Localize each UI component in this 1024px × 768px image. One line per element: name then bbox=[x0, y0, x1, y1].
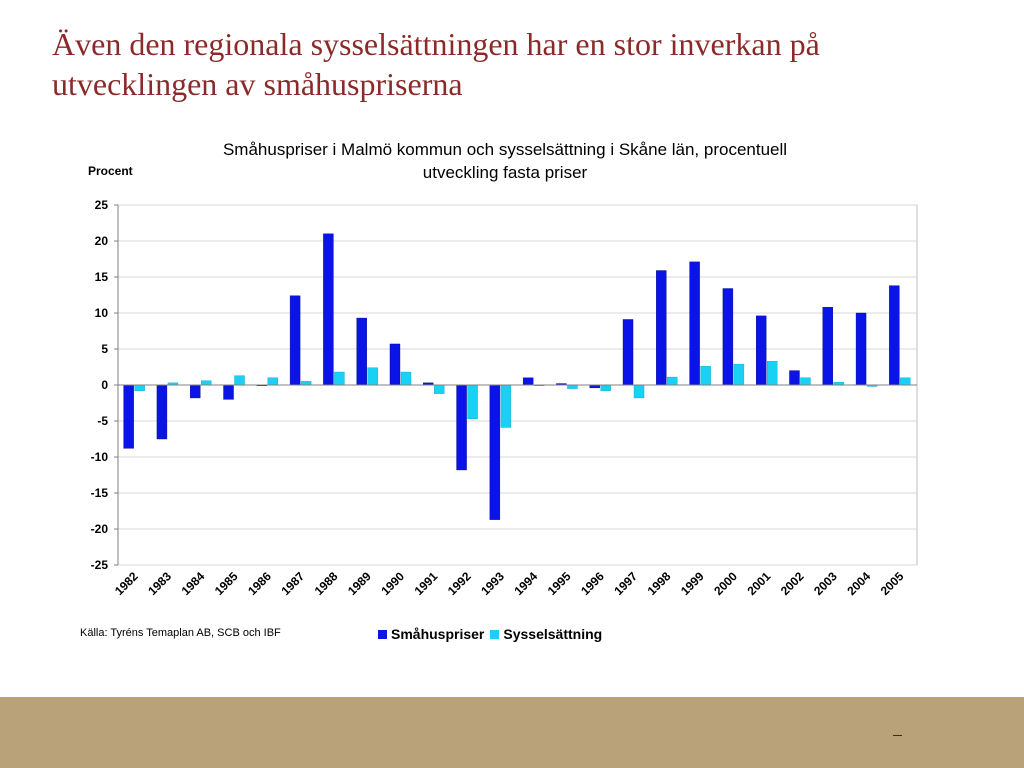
bar-sysselsattning-1993 bbox=[500, 384, 512, 428]
bar-smahuspriser-2005 bbox=[889, 285, 900, 386]
bar-smahuspriser-1997 bbox=[622, 319, 634, 386]
x-tick-label: 1998 bbox=[645, 569, 674, 598]
y-tick-label: -20 bbox=[91, 522, 109, 536]
x-tick-labels: 1982 1983 1984 1985 1986 1987 1988 1989 1990 1991… bbox=[112, 569, 907, 598]
legend-label-smahuspriser: Småhuspriser bbox=[391, 626, 485, 642]
bar-smahuspriser-1982 bbox=[123, 384, 134, 449]
legend-item-sysselsattning: Sysselsättning bbox=[490, 626, 602, 642]
bar-sysselsattning-2005 bbox=[900, 377, 911, 386]
bar-smahuspriser-1994 bbox=[522, 377, 534, 386]
footer-logo-mark: ▬▬▬ bbox=[893, 733, 902, 737]
chart-title: Småhuspriser i Malmö kommun och sysselsä… bbox=[222, 140, 788, 182]
bar-sysselsattning-1997 bbox=[633, 384, 645, 399]
bar-smahuspriser-1990 bbox=[389, 343, 401, 386]
legend-swatch-smahuspriser bbox=[378, 629, 387, 639]
x-tick-label: 1989 bbox=[345, 569, 374, 598]
y-tick-label: -10 bbox=[91, 450, 109, 464]
bar-sysselsattning-2001 bbox=[766, 361, 778, 386]
bar-smahuspriser-2003 bbox=[822, 307, 833, 386]
axes bbox=[114, 204, 917, 566]
bar-smahuspriser-1998 bbox=[656, 270, 667, 386]
bar-sysselsattning-1982 bbox=[134, 384, 145, 391]
bar-smahuspriser-1992 bbox=[456, 384, 467, 471]
bar-sysselsattning-1987 bbox=[300, 381, 312, 386]
x-tick-label: 1984 bbox=[179, 569, 208, 598]
x-tick-label: 2000 bbox=[711, 569, 740, 598]
x-tick-label: 1996 bbox=[578, 569, 607, 598]
bar-sysselsattning-2002 bbox=[800, 377, 811, 386]
slide-title: Även den regionala sysselsättningen har … bbox=[52, 26, 820, 102]
bar-sysselsattning-1995 bbox=[567, 384, 578, 389]
bar-sysselsattning-1991 bbox=[434, 384, 445, 394]
bar-sysselsattning-1999 bbox=[700, 366, 711, 386]
bar-sysselsattning-1986 bbox=[267, 377, 279, 386]
x-tick-label: 1983 bbox=[145, 569, 174, 598]
legend-swatch-sysselsattning bbox=[490, 629, 500, 639]
footer-band: ▬▬▬ bbox=[0, 697, 1024, 768]
bar-smahuspriser-1989 bbox=[356, 317, 367, 386]
x-tick-label: 2001 bbox=[745, 569, 774, 598]
y-axis-label: Procent bbox=[88, 164, 133, 178]
bar-smahuspriser-2004 bbox=[855, 312, 867, 386]
x-tick-label: 1999 bbox=[678, 569, 707, 598]
bar-sysselsattning-2000 bbox=[733, 363, 745, 386]
x-tick-label: 2004 bbox=[844, 569, 873, 598]
bar-smahuspriser-1988 bbox=[323, 233, 334, 386]
x-tick-label: 2002 bbox=[778, 569, 807, 598]
y-tick-label: -5 bbox=[97, 414, 108, 428]
y-tick-label: 15 bbox=[95, 270, 109, 284]
bar-sysselsattning-1989 bbox=[367, 367, 378, 386]
bar-smahuspriser-2002 bbox=[789, 370, 800, 386]
y-tick-label: 0 bbox=[101, 378, 108, 392]
x-tick-label: 1987 bbox=[278, 569, 307, 598]
x-tick-label: 1982 bbox=[112, 569, 141, 598]
x-tick-label: 1991 bbox=[412, 569, 441, 598]
legend-label-sysselsattning: Sysselsättning bbox=[503, 626, 603, 642]
legend-item-smahuspriser: Småhuspriser bbox=[378, 626, 484, 642]
source-note: Källa: Tyréns Temaplan AB, SCB och IBF bbox=[80, 627, 281, 639]
x-tick-label: 1995 bbox=[545, 569, 574, 598]
bar-smahuspriser-1993 bbox=[489, 384, 501, 520]
y-tick-labels: 25 20 15 10 5 0 -5 -10 -15 -20 -25 bbox=[91, 198, 109, 572]
x-tick-label: 1993 bbox=[478, 569, 507, 598]
bar-sysselsattning-1990 bbox=[400, 371, 412, 386]
bar-sysselsattning-1996 bbox=[600, 384, 611, 391]
x-tick-label: 2005 bbox=[878, 569, 907, 598]
y-tick-label: 25 bbox=[95, 198, 109, 212]
x-tick-label: 1994 bbox=[511, 569, 540, 598]
y-tick-label: 10 bbox=[95, 306, 109, 320]
y-tick-label: 20 bbox=[95, 234, 109, 248]
x-tick-label: 1986 bbox=[245, 569, 274, 598]
y-tick-label: -25 bbox=[91, 558, 109, 572]
y-tick-label: -15 bbox=[91, 486, 109, 500]
bar-smahuspriser-1985 bbox=[223, 384, 234, 400]
x-tick-label: 1985 bbox=[212, 569, 241, 598]
bar-smahuspriser-1999 bbox=[689, 261, 700, 386]
y-tick-label: 5 bbox=[101, 342, 108, 356]
bar-smahuspriser-2001 bbox=[755, 315, 767, 386]
bar-smahuspriser-1987 bbox=[289, 295, 301, 386]
x-tick-label: 1988 bbox=[312, 569, 341, 598]
x-tick-label: 2003 bbox=[811, 569, 840, 598]
x-tick-label: 1990 bbox=[378, 569, 407, 598]
bar-sysselsattning-1992 bbox=[467, 384, 478, 420]
bar-sysselsattning-1988 bbox=[334, 371, 345, 386]
x-tick-label: 1992 bbox=[445, 569, 474, 598]
bar-smahuspriser-2000 bbox=[722, 288, 734, 386]
bar-sysselsattning-1985 bbox=[234, 375, 245, 386]
x-tick-label: 1997 bbox=[611, 569, 640, 598]
bar-sysselsattning-1984 bbox=[201, 380, 212, 386]
chart-legend: Småhuspriser Sysselsättning bbox=[378, 626, 608, 642]
bar-sysselsattning-1998 bbox=[667, 376, 678, 386]
bar-smahuspriser-1983 bbox=[156, 384, 168, 440]
bar-smahuspriser-1984 bbox=[190, 384, 201, 399]
